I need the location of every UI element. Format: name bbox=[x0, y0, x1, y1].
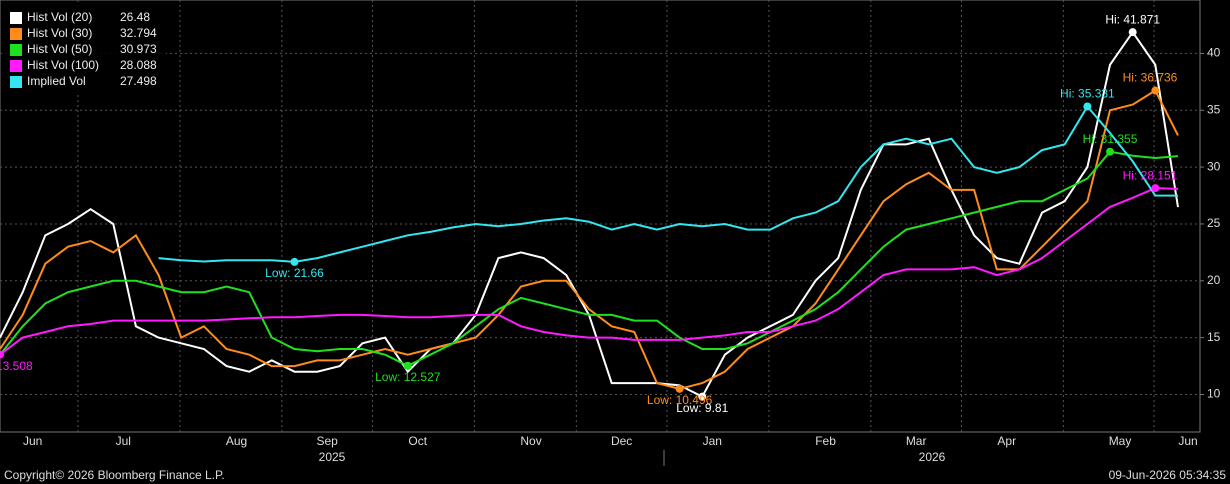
legend-swatch bbox=[10, 12, 22, 24]
extreme-dot bbox=[1151, 184, 1160, 193]
extreme-dot bbox=[675, 384, 684, 393]
year-label: 2025 bbox=[319, 450, 346, 464]
footer-right: 09-Jun-2026 05:34:35 bbox=[1109, 468, 1227, 482]
extreme-label: Hi: 35.331 bbox=[1060, 87, 1115, 101]
x-tick-label: Jan bbox=[703, 434, 722, 448]
y-tick-label: 35 bbox=[1207, 102, 1221, 116]
series-line bbox=[0, 187, 1179, 356]
legend-label: Hist Vol (20) bbox=[27, 10, 92, 24]
extreme-label: Low: 10.496 bbox=[647, 393, 713, 407]
legend-label: Hist Vol (30) bbox=[27, 26, 92, 40]
year-label: 2026 bbox=[919, 450, 946, 464]
extreme-dot bbox=[1106, 147, 1115, 156]
extreme-dot bbox=[1128, 28, 1137, 37]
extreme-label: Low: 9.81 bbox=[676, 401, 728, 415]
x-tick-label: Jul bbox=[116, 434, 131, 448]
x-tick-label: Apr bbox=[997, 434, 1016, 448]
x-tick-label: Sep bbox=[316, 434, 338, 448]
extreme-dot bbox=[290, 257, 299, 266]
legend-value: 26.48 bbox=[120, 10, 150, 24]
legend-label: Implied Vol bbox=[27, 74, 86, 88]
x-tick-label: Jun bbox=[1178, 434, 1197, 448]
x-tick-label: Mar bbox=[906, 434, 927, 448]
x-tick-label: Aug bbox=[226, 434, 247, 448]
legend-value: 32.794 bbox=[120, 26, 157, 40]
x-tick-label: May bbox=[1109, 434, 1132, 448]
legend-swatch bbox=[10, 60, 22, 72]
y-tick-label: 30 bbox=[1207, 159, 1221, 173]
footer-left: Copyright© 2026 Bloomberg Finance L.P. bbox=[4, 468, 225, 482]
legend-label: Hist Vol (50) bbox=[27, 42, 92, 56]
series-line bbox=[158, 104, 1179, 263]
legend-value: 28.088 bbox=[120, 58, 157, 72]
y-tick-label: 25 bbox=[1207, 216, 1221, 230]
y-tick-label: 40 bbox=[1207, 46, 1221, 60]
legend-swatch bbox=[10, 44, 22, 56]
x-tick-label: Oct bbox=[408, 434, 427, 448]
series-line bbox=[0, 89, 1179, 390]
extreme-dot bbox=[0, 350, 4, 359]
x-tick-label: Feb bbox=[815, 434, 836, 448]
plot-area bbox=[0, 0, 1201, 433]
x-tick-label: Nov bbox=[520, 434, 541, 448]
extreme-label: Hi: 31.355 bbox=[1083, 132, 1138, 146]
legend-value: 27.498 bbox=[120, 74, 157, 88]
extreme-label: Low: 13.508 bbox=[0, 359, 33, 373]
y-tick-label: 20 bbox=[1207, 273, 1221, 287]
legend-label: Hist Vol (100) bbox=[27, 58, 99, 72]
extreme-label: Low: 12.527 bbox=[375, 370, 441, 384]
y-tick-label: 10 bbox=[1207, 387, 1221, 401]
extreme-label: Low: 21.66 bbox=[265, 266, 324, 280]
extreme-dot bbox=[403, 361, 412, 370]
y-tick-label: 15 bbox=[1207, 330, 1221, 344]
extreme-label: Hi: 41.871 bbox=[1105, 12, 1160, 26]
series-line bbox=[0, 150, 1179, 367]
extreme-dot bbox=[1083, 102, 1092, 111]
x-tick-label: Jun bbox=[23, 434, 42, 448]
legend-value: 30.973 bbox=[120, 42, 157, 56]
x-tick-label: Dec bbox=[611, 434, 632, 448]
extreme-label: Hi: 28.151 bbox=[1123, 168, 1178, 182]
extreme-label: Hi: 36.736 bbox=[1123, 71, 1178, 85]
legend-swatch bbox=[10, 76, 22, 88]
extreme-dot bbox=[698, 392, 707, 401]
legend-box bbox=[4, 4, 166, 92]
legend-swatch bbox=[10, 28, 22, 40]
extreme-dot bbox=[1151, 86, 1160, 95]
